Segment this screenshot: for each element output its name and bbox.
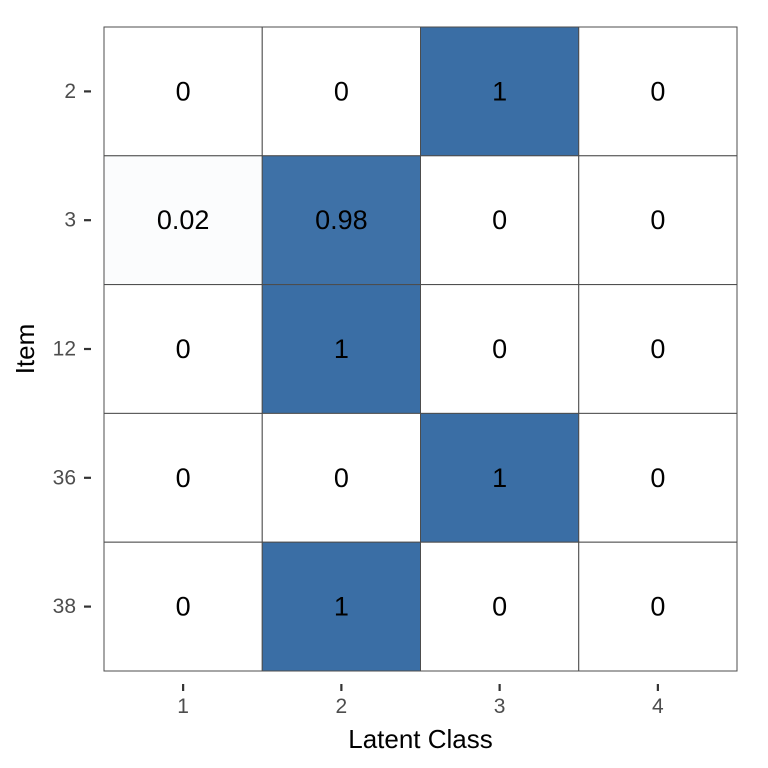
heatmap-cell [103, 26, 263, 157]
cell-value-label: 0 [650, 334, 665, 364]
cell-value-label: 0 [650, 76, 665, 106]
heatmap-cell [103, 155, 263, 286]
cell-value-label: 0 [334, 76, 349, 106]
x-axis: 1 2 3 4 [177, 684, 664, 718]
heatmap-cells [103, 26, 738, 672]
cell-value-label: 0 [492, 334, 507, 364]
cell-value-label: 0 [492, 205, 507, 235]
heatmap-cell [578, 541, 738, 672]
cell-value-label: 0 [176, 76, 191, 106]
y-axis-title: Item [10, 324, 40, 375]
y-tick-label: 38 [53, 595, 76, 618]
heatmap-cell [261, 412, 421, 543]
cell-value-label: 0.98 [315, 205, 368, 235]
y-axis: 2 3 12 36 38 [53, 80, 91, 618]
y-tick-label: 36 [53, 466, 76, 489]
cell-value-label: 0 [650, 463, 665, 493]
heatmap-cell [103, 412, 263, 543]
cell-value-label: 0 [492, 592, 507, 622]
heatmap-cell [420, 412, 580, 543]
cell-value-label: 1 [492, 76, 507, 106]
y-tick-label: 12 [53, 338, 76, 361]
heatmap-cell [420, 26, 580, 157]
heatmap-cell [103, 541, 263, 672]
y-tick-label: 3 [64, 209, 76, 232]
cell-value-label: 1 [334, 592, 349, 622]
cell-value-label: 1 [334, 334, 349, 364]
x-tick-label: 2 [336, 695, 348, 718]
x-tick-label: 4 [652, 695, 664, 718]
cell-value-label: 1 [492, 463, 507, 493]
cell-value-label: 0 [176, 463, 191, 493]
heatmap-cell [261, 155, 421, 286]
cell-value-label: 0 [176, 334, 191, 364]
heatmap-cell [578, 155, 738, 286]
y-tick-label: 2 [64, 80, 76, 103]
heatmap-cell [261, 541, 421, 672]
x-tick-label: 1 [177, 695, 189, 718]
cell-value-label: 0 [650, 205, 665, 235]
cell-value-labels: 0 0 1 0 0.02 0.98 0 0 0 1 0 0 0 0 1 0 0 1 0 0 [157, 76, 666, 621]
heatmap-cell [578, 412, 738, 543]
x-axis-title: Latent Class [348, 724, 493, 754]
heatmap-cell [261, 284, 421, 414]
heatmap-cell [261, 26, 421, 157]
cell-value-label: 0 [176, 592, 191, 622]
cell-value-label: 0 [334, 463, 349, 493]
heatmap-cell [578, 284, 738, 414]
cell-value-label: 0 [650, 592, 665, 622]
cell-value-label: 0.02 [157, 205, 210, 235]
heatmap-cell [420, 541, 580, 672]
heatmap-cell [578, 26, 738, 157]
x-tick-label: 3 [494, 695, 506, 718]
